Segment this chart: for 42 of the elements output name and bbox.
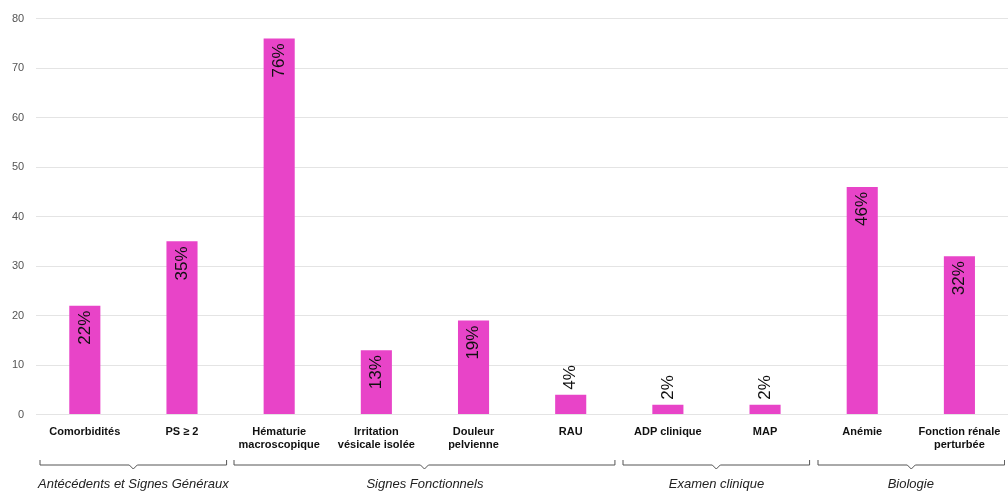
bar bbox=[457, 320, 490, 415]
bar bbox=[846, 186, 878, 415]
x-tick-label: Irritation vésicale isolée bbox=[337, 425, 415, 451]
data-label: 46% bbox=[851, 191, 871, 226]
y-tick-label: 60 bbox=[11, 110, 25, 123]
x-tick-label: ADP clinique bbox=[634, 425, 702, 438]
bar bbox=[652, 404, 684, 415]
bar bbox=[69, 305, 101, 415]
x-tick-label: Anémie bbox=[842, 425, 883, 438]
data-label: 76% bbox=[268, 43, 288, 78]
data-label: 13% bbox=[366, 355, 386, 390]
y-tick-label: 0 bbox=[18, 407, 25, 420]
y-tick-label: 20 bbox=[11, 308, 25, 321]
x-tick-label: Hématurie macroscopique bbox=[238, 425, 320, 451]
x-tick-label: Fonction rénale perturbée bbox=[918, 425, 1001, 451]
x-tick-label: PS ≥ 2 bbox=[165, 425, 199, 438]
bar bbox=[166, 241, 198, 415]
x-tick-label: MAP bbox=[752, 425, 778, 438]
y-tick-label: 50 bbox=[11, 160, 25, 173]
text: Examen clinique bbox=[668, 476, 765, 491]
x-tick-label: RAU bbox=[558, 425, 583, 438]
data-label: 2% bbox=[657, 375, 677, 400]
y-tick-label: 80 bbox=[11, 11, 25, 24]
data-label: 22% bbox=[74, 310, 94, 345]
data-label: 19% bbox=[463, 325, 483, 360]
data-label: 4% bbox=[560, 365, 580, 390]
text: Signes Fonctionnels bbox=[366, 476, 484, 491]
bar bbox=[555, 394, 587, 415]
text: Antécédents et Signes Généraux bbox=[38, 476, 229, 491]
y-tick-label: 40 bbox=[11, 209, 25, 222]
bar bbox=[263, 38, 295, 415]
x-tick-label: Comorbidités bbox=[49, 425, 121, 438]
data-label: 35% bbox=[171, 246, 191, 281]
data-label: 2% bbox=[754, 375, 774, 400]
y-tick-label: 70 bbox=[11, 61, 25, 74]
x-tick-label: Douleur pelvienne bbox=[448, 425, 499, 451]
data-label: 32% bbox=[949, 261, 969, 296]
y-tick-label: 10 bbox=[11, 358, 25, 371]
bar bbox=[749, 404, 781, 415]
text: Biologie bbox=[887, 476, 934, 491]
bar bbox=[943, 256, 975, 415]
y-tick-label: 30 bbox=[11, 259, 25, 272]
